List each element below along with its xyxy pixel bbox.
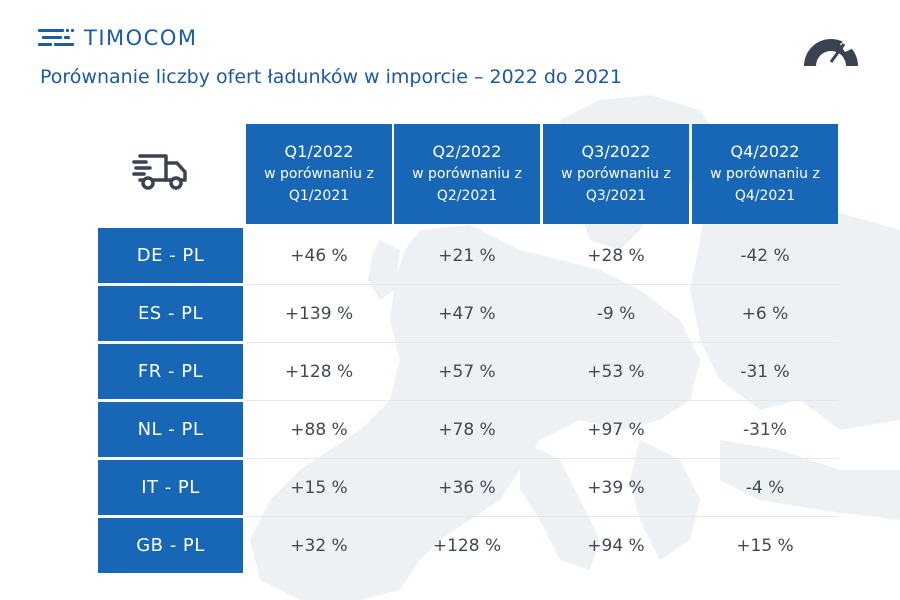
column-header: Q4/2022 w porównaniu z Q4/2021 <box>692 124 838 224</box>
table-cell: -4 % <box>745 477 785 498</box>
table-cell: +57 % <box>438 361 496 382</box>
row-label: ES - PL <box>98 286 243 341</box>
row-label: DE - PL <box>98 228 243 283</box>
table-cell: -31 % <box>740 361 790 382</box>
column-header-compare: w porównaniu z <box>412 166 522 182</box>
gauge-icon <box>804 38 858 66</box>
column-header-compare: w porównaniu z <box>710 166 820 182</box>
row-label: IT - PL <box>98 460 243 515</box>
column-header-period: Q4/2022 <box>730 142 800 161</box>
table-cell: +47 % <box>438 303 496 324</box>
table-cell: +15 % <box>290 477 348 498</box>
table-cell: -42 % <box>740 245 790 266</box>
table-cell: +97 % <box>587 419 645 440</box>
table-cell: +94 % <box>587 535 645 556</box>
truck-icon <box>132 154 187 190</box>
table-cell: +15 % <box>736 535 794 556</box>
table-cell: +128 % <box>284 361 354 382</box>
column-header-base: Q2/2021 <box>436 188 498 204</box>
table-cell: +53 % <box>587 361 645 382</box>
column-header-base: Q1/2021 <box>288 188 350 204</box>
table-cell: -31% <box>743 419 787 440</box>
logo-icon <box>38 29 74 46</box>
column-header-base: Q3/2021 <box>585 188 647 204</box>
column-header-compare: w porównaniu z <box>561 166 671 182</box>
row-divider <box>246 284 838 285</box>
table-cell: +32 % <box>290 535 348 556</box>
row-divider <box>246 458 838 459</box>
table-cell: +39 % <box>587 477 645 498</box>
table-cell: +28 % <box>587 245 645 266</box>
table-cell: +78 % <box>438 419 496 440</box>
logo: TIMOCOM <box>38 22 197 54</box>
table-cell: -9 % <box>596 303 636 324</box>
row-label: FR - PL <box>98 344 243 399</box>
column-header: Q3/2022 w porównaniu z Q3/2021 <box>543 124 689 224</box>
table-cell: +6 % <box>741 303 789 324</box>
row-divider <box>246 400 838 401</box>
table-cell: +88 % <box>290 419 348 440</box>
column-header: Q1/2022 w porównaniu z Q1/2021 <box>246 124 392 224</box>
table-cell: +139 % <box>284 303 354 324</box>
column-header-compare: w porównaniu z <box>264 166 374 182</box>
column-header-period: Q3/2022 <box>581 142 651 161</box>
row-label: NL - PL <box>98 402 243 457</box>
table-cell: +36 % <box>438 477 496 498</box>
table-cell: +128 % <box>432 535 502 556</box>
column-header-period: Q2/2022 <box>432 142 502 161</box>
row-divider <box>246 342 838 343</box>
row-divider <box>246 516 838 517</box>
chart-title: Porównanie liczby ofert ładunków w impor… <box>40 66 622 88</box>
column-header-period: Q1/2022 <box>284 142 354 161</box>
column-header: Q2/2022 w porównaniu z Q2/2021 <box>394 124 540 224</box>
column-header-base: Q4/2021 <box>734 188 796 204</box>
table-cell: +46 % <box>290 245 348 266</box>
row-label: GB - PL <box>98 518 243 573</box>
logo-text: TIMOCOM <box>84 26 198 50</box>
table-cell: +21 % <box>438 245 496 266</box>
